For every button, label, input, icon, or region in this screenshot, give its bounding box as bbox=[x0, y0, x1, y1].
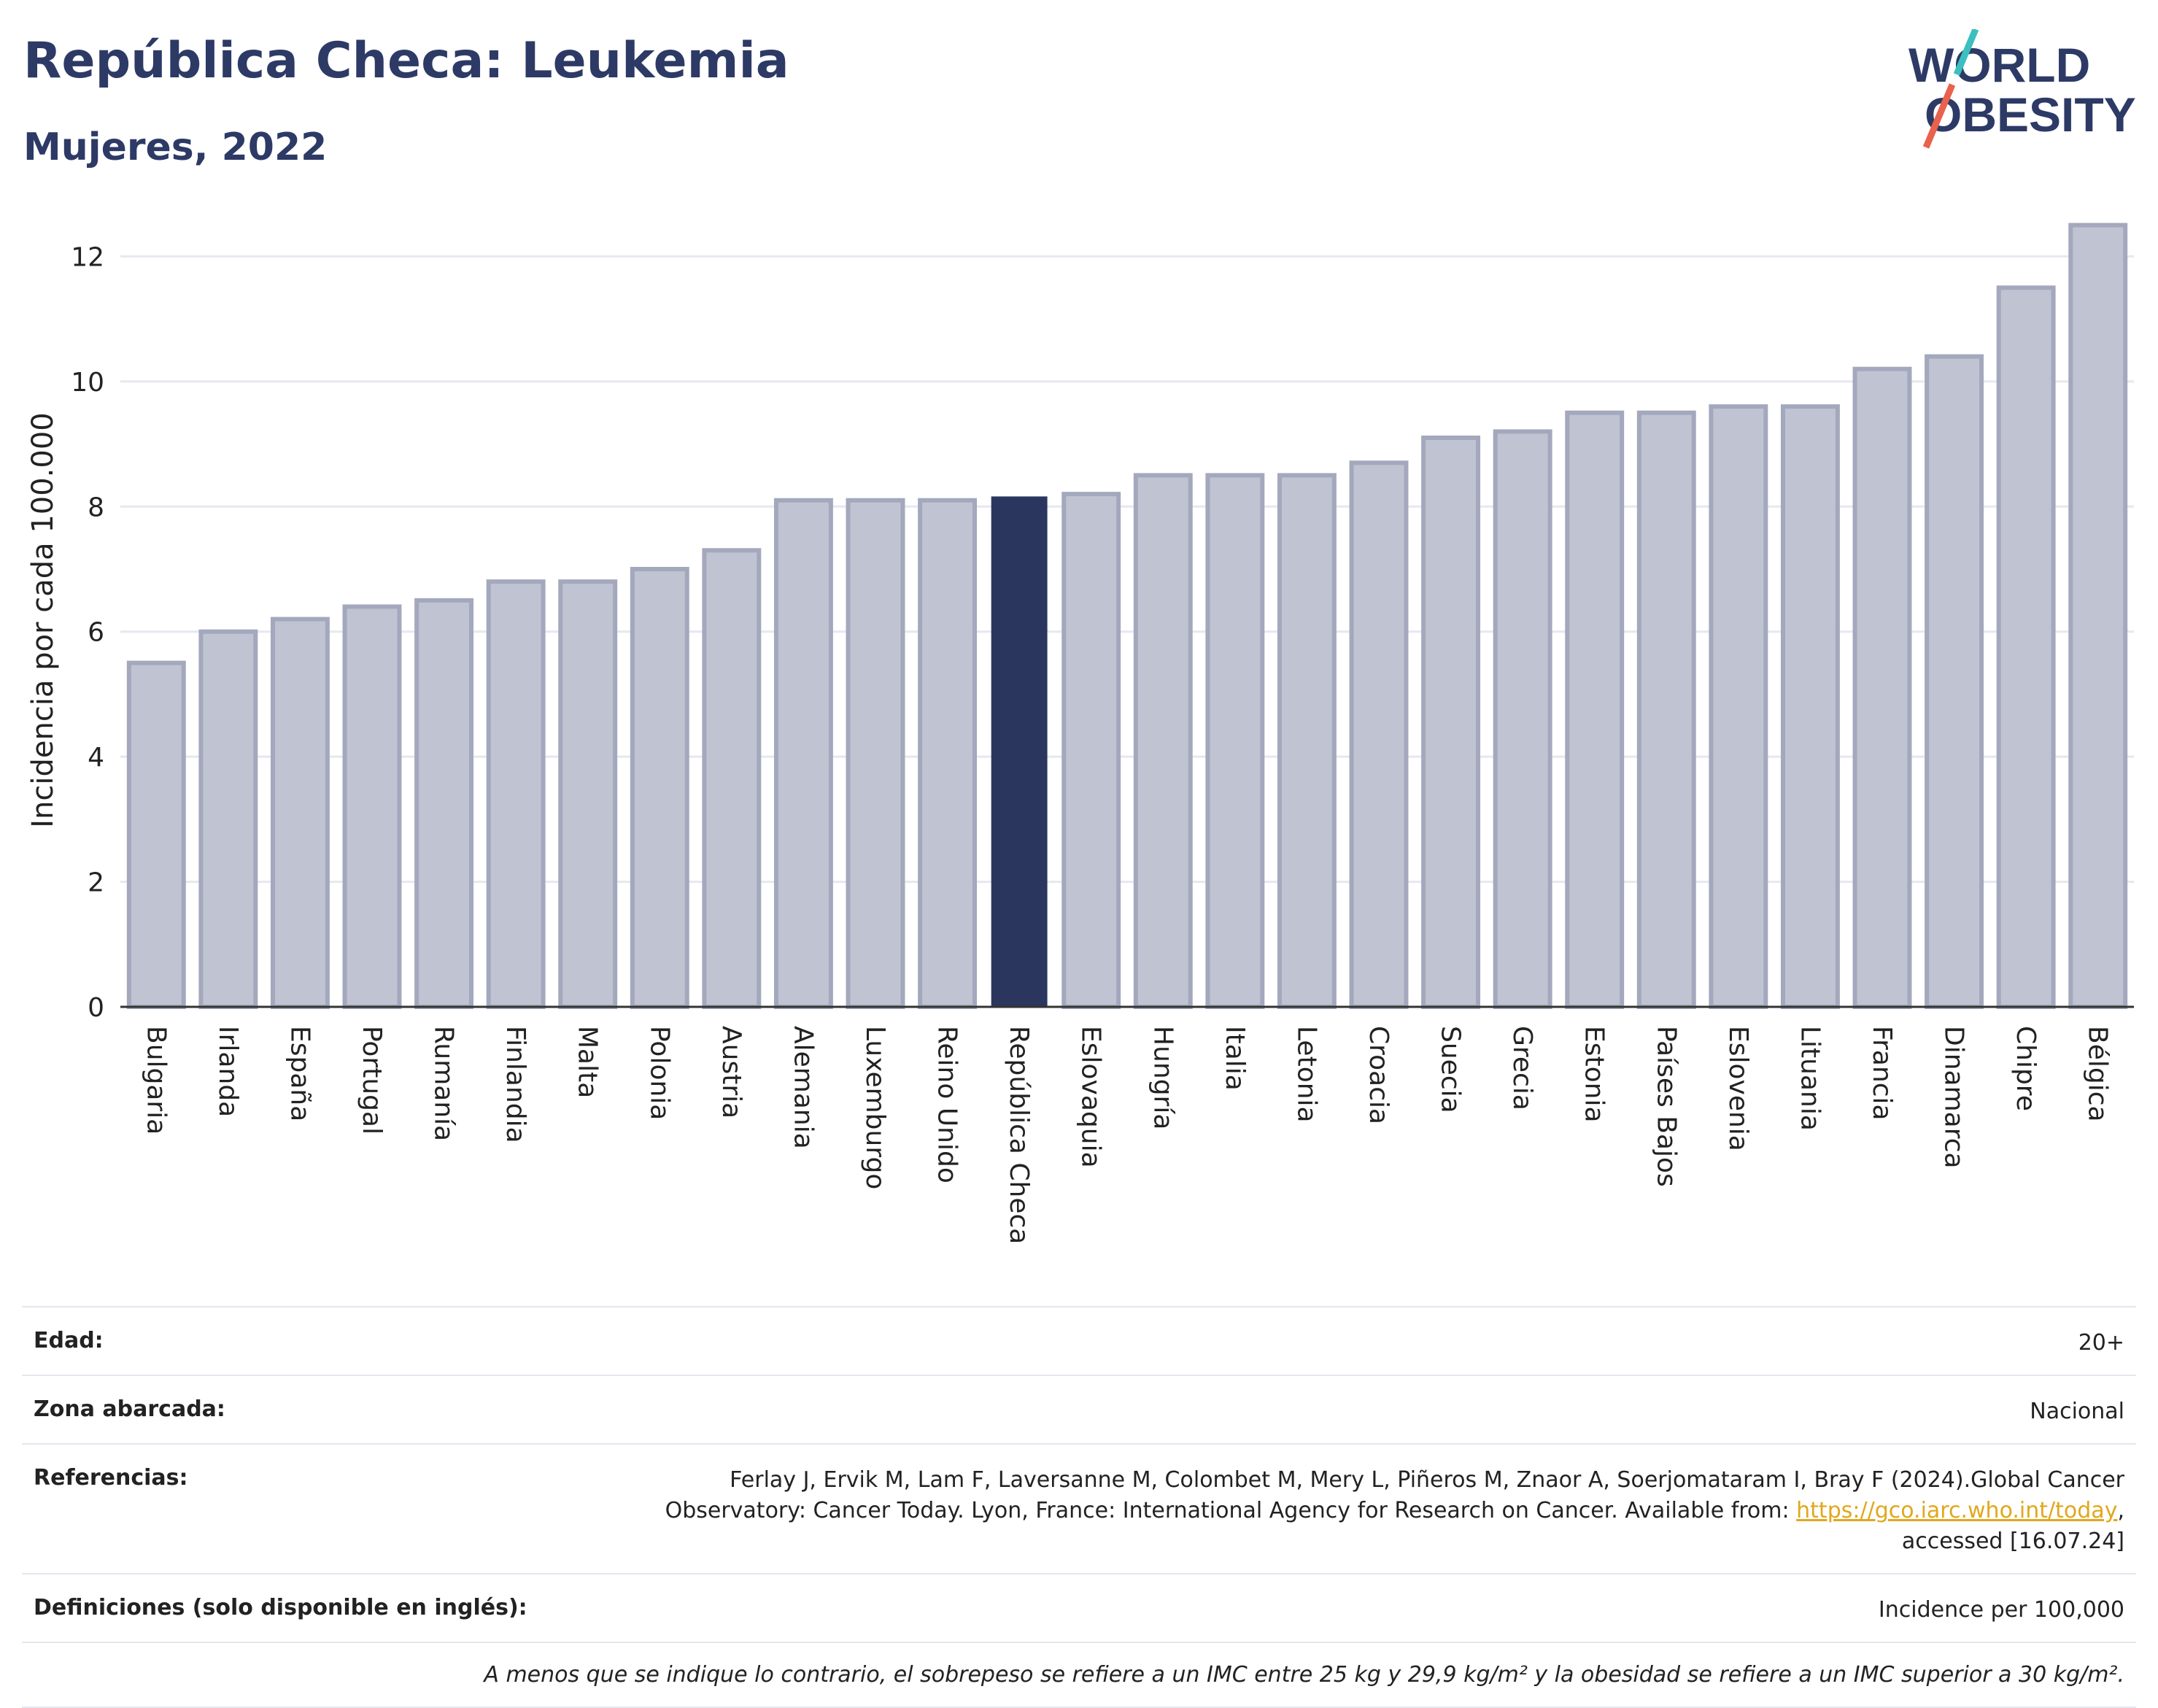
x-tick-label: Francia bbox=[1867, 1026, 1897, 1121]
references-line3: accessed [16.07.24] bbox=[1901, 1529, 2124, 1554]
bar bbox=[1061, 492, 1121, 1009]
bar bbox=[1493, 429, 1552, 1009]
bar bbox=[414, 598, 474, 1009]
bar bbox=[1852, 366, 1912, 1009]
references-line2: Observatory: Cancer Today. Lyon, France:… bbox=[665, 1498, 1797, 1523]
bar bbox=[773, 498, 833, 1009]
bar bbox=[918, 498, 978, 1009]
y-tick-label: 2 bbox=[88, 868, 104, 898]
references-line2-end: , bbox=[2117, 1498, 2124, 1523]
bar bbox=[1277, 473, 1337, 1009]
references-line1: Ferlay J, Ervik M, Lam F, Laversanne M, … bbox=[730, 1467, 2124, 1493]
bar bbox=[1709, 404, 1768, 1009]
x-tick-label: Grecia bbox=[1507, 1026, 1537, 1110]
y-tick-label: 12 bbox=[71, 242, 104, 272]
x-tick-label: Italia bbox=[1220, 1026, 1250, 1091]
bar bbox=[1205, 473, 1265, 1009]
bar bbox=[1925, 354, 1984, 1010]
x-tick-label: Rumanía bbox=[429, 1026, 459, 1141]
x-tick-label: Polonia bbox=[644, 1026, 674, 1120]
x-tick-label: Hungría bbox=[1148, 1026, 1177, 1129]
bar bbox=[126, 660, 186, 1009]
bar bbox=[1565, 410, 1625, 1009]
x-tick-label: Alemania bbox=[788, 1026, 818, 1149]
x-tick-label: Chipre bbox=[2011, 1026, 2041, 1111]
x-tick-label: Bulgaria bbox=[141, 1026, 171, 1135]
x-tick-label: República Checa bbox=[1004, 1026, 1034, 1244]
world-obesity-logo: WORLD OBESITY bbox=[1908, 29, 2136, 149]
x-tick-label: Estonia bbox=[1579, 1026, 1609, 1123]
footer-row-definitions: Definiciones (solo disponible en inglés)… bbox=[22, 1573, 2136, 1642]
age-label: Edad: bbox=[34, 1328, 104, 1353]
bar bbox=[991, 496, 1048, 1008]
footer-row-area: Zona abarcada: Nacional bbox=[22, 1375, 2136, 1443]
bar bbox=[1421, 436, 1481, 1009]
chart-subtitle: Mujeres, 2022 bbox=[23, 125, 328, 169]
bar bbox=[342, 604, 402, 1009]
area-label: Zona abarcada: bbox=[34, 1396, 225, 1422]
x-tick-label: España bbox=[285, 1026, 314, 1121]
bar bbox=[270, 617, 330, 1009]
x-tick-label: Países Bajos bbox=[1651, 1026, 1681, 1187]
logo-slash-teal bbox=[1953, 29, 1979, 76]
x-tick-label: Malta bbox=[573, 1026, 603, 1098]
y-tick-label: 10 bbox=[71, 368, 104, 398]
x-tick-label: Luxemburgo bbox=[860, 1026, 890, 1189]
footer-row-age: Edad: 20+ bbox=[22, 1306, 2136, 1375]
bar bbox=[1780, 404, 1840, 1009]
x-tick-label: Croacia bbox=[1364, 1026, 1393, 1124]
bar bbox=[558, 579, 618, 1009]
references-link[interactable]: https://gco.iarc.who.int/today bbox=[1796, 1498, 2118, 1523]
x-tick-label: Reino Unido bbox=[932, 1026, 962, 1183]
bar bbox=[846, 498, 905, 1009]
y-axis-label: Incidencia por cada 100.000 bbox=[26, 412, 60, 828]
area-value: Nacional bbox=[2030, 1399, 2124, 1424]
x-tick-label: Dinamarca bbox=[1939, 1026, 1969, 1169]
x-tick-label: Irlanda bbox=[213, 1026, 243, 1117]
y-tick-label: 4 bbox=[88, 743, 104, 773]
bar-chart: 0 2 4 6 8 10 12 Incidencia por cada 100.000 Bulg… bbox=[26, 223, 2134, 1244]
bar bbox=[1133, 473, 1193, 1009]
x-tick-label: Bélgica bbox=[2083, 1026, 2113, 1122]
bar bbox=[702, 548, 762, 1009]
bar bbox=[630, 567, 689, 1009]
logo-line1: WORLD bbox=[1908, 38, 2090, 92]
bar bbox=[1996, 285, 2056, 1010]
x-tick-label: Suecia bbox=[1436, 1026, 1466, 1113]
references-value: Ferlay J, Ervik M, Lam F, Laversanne M, … bbox=[665, 1465, 2124, 1557]
references-label: Referencias: bbox=[34, 1465, 188, 1491]
logo-line2: OBESITY bbox=[1925, 88, 2136, 142]
chart-footer: Edad: 20+ Zona abarcada: Nacional Refere… bbox=[22, 1306, 2136, 1708]
bar bbox=[1636, 410, 1696, 1009]
chart-title: República Checa: Leukemia bbox=[23, 32, 789, 90]
x-tick-label: Letonia bbox=[1291, 1026, 1321, 1123]
bar bbox=[2068, 223, 2128, 1010]
x-tick-label: Austria bbox=[716, 1026, 746, 1118]
definitions-label: Definiciones (solo disponible en inglés)… bbox=[34, 1595, 527, 1620]
bar bbox=[1349, 460, 1409, 1009]
y-tick-label: 6 bbox=[88, 618, 104, 648]
bar bbox=[486, 579, 546, 1009]
y-tick-label: 0 bbox=[88, 993, 104, 1023]
bar bbox=[198, 629, 258, 1009]
x-tick-label: Lituania bbox=[1795, 1026, 1825, 1131]
definitions-value: Incidence per 100,000 bbox=[1878, 1597, 2124, 1623]
obesity-definition-note: A menos que se indique lo contrario, el … bbox=[22, 1642, 2136, 1708]
x-tick-label: Portugal bbox=[357, 1026, 387, 1135]
footer-row-references: Referencias: Ferlay J, Ervik M, Lam F, L… bbox=[22, 1443, 2136, 1573]
x-tick-label: Eslovenia bbox=[1723, 1026, 1753, 1151]
x-tick-label: Eslovaquia bbox=[1076, 1026, 1106, 1168]
x-tick-label: Finlandia bbox=[500, 1026, 530, 1143]
age-value: 20+ bbox=[2078, 1330, 2124, 1356]
logo-slash-red bbox=[1922, 83, 1956, 149]
y-tick-label: 8 bbox=[88, 492, 104, 522]
